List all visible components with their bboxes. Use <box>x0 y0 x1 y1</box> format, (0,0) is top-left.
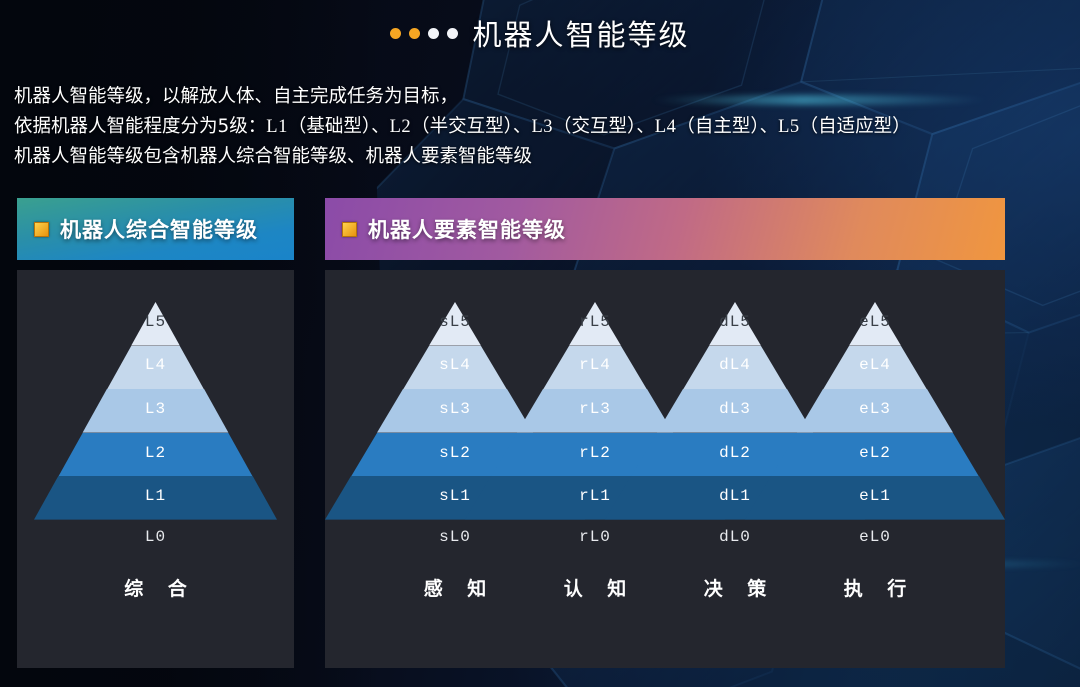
pyramid-band: sL4 <box>325 345 585 390</box>
level-l2: L2 <box>389 117 412 137</box>
pyramid-category-label: 感 知 <box>423 578 496 600</box>
paragraph-line-3: 机器人智能等级包含机器人综合智能等级、机器人要素智能等级 <box>14 146 533 167</box>
pyramid-band: eL2 <box>745 432 1005 477</box>
pyramid-category-label: 决 策 <box>703 578 776 600</box>
level-l2-desc: （半交互型）、 <box>411 116 532 137</box>
level-l5: L5 <box>778 117 800 137</box>
pyramid-base-level-label: rL0 <box>579 528 611 546</box>
pyramid-band: L2 <box>34 432 277 477</box>
intro-paragraph: 机器人智能等级，以解放人体、自主完成任务为目标， 依据机器人智能程度分为5级：L… <box>14 82 1070 172</box>
title-dot-icon <box>409 27 421 39</box>
pyramid-band: dL3 <box>605 389 865 433</box>
slide-title-row: 机器人智能等级 <box>0 10 1080 56</box>
level-l3-desc: （交互型）、 <box>553 116 655 137</box>
square-bullet-icon <box>342 221 357 237</box>
pyramid-band: eL3 <box>745 389 1005 433</box>
pyramid-band-label: L3 <box>144 399 167 418</box>
pyramid-band: rL5 <box>465 302 725 346</box>
pyramid-composite: L5 L4 L3 L2 L1 L0 综 合 <box>34 302 277 600</box>
pyramid-band-label: eL1 <box>859 487 891 506</box>
element-panel-body: sL5 sL4 sL3 sL2 sL1 sL0 感 知 rL5 rL4 rL3 rL2 rL1 rL0… <box>325 270 1005 668</box>
level-l4-desc: （自主型）、 <box>676 116 779 137</box>
level-l5-desc: （自适应型） <box>799 116 911 137</box>
light-streak-decoration <box>650 95 990 105</box>
pyramid-band-label: dL4 <box>719 356 751 375</box>
pyramid-band: eL5 <box>745 302 1005 346</box>
pyramid-band-label: rL3 <box>579 399 611 418</box>
level-l3: L3 <box>531 117 553 137</box>
pyramid-band: sL5 <box>325 302 585 346</box>
pyramid-category-label: 执 行 <box>843 578 916 600</box>
pyramid-band-label: rL4 <box>579 356 611 375</box>
pyramid-band-label: rL2 <box>579 443 611 462</box>
element-panel-header: 机器人要素智能等级 <box>325 198 1005 260</box>
pyramid-band-label: dL2 <box>719 443 751 462</box>
pyramid-band: rL4 <box>465 345 725 390</box>
element-panel-title: 机器人要素智能等级 <box>368 218 566 242</box>
pyramid-band-label: L1 <box>144 487 167 506</box>
pyramid-band-label: eL3 <box>859 399 891 418</box>
pyramid-band-label: rL5 <box>579 312 611 331</box>
pyramid-base-level-label: L0 <box>144 528 167 546</box>
pyramid-execution: eL5 eL4 eL3 eL2 eL1 eL0 执 行 <box>745 302 1005 600</box>
paragraph-line-2-prefix: 依据机器人智能程度分为5级： <box>14 116 267 137</box>
pyramid-base-level-label: dL0 <box>719 528 751 546</box>
pyramid-band: rL3 <box>465 389 725 433</box>
composite-intelligence-panel: 机器人综合智能等级 L5 L4 L3 L2 L1 L0 综 合 <box>17 198 294 668</box>
pyramid-band-label: eL4 <box>859 356 891 375</box>
pyramid-band: L4 <box>34 345 277 390</box>
composite-panel-body: L5 L4 L3 L2 L1 L0 综 合 <box>17 270 294 668</box>
paragraph-line-2: 依据机器人智能程度分为5级：L1（基础型）、L2（半交互型）、L3（交互型）、L… <box>14 112 1070 142</box>
pyramid-base-level-label: eL0 <box>859 528 891 546</box>
title-dot-icon <box>428 27 440 39</box>
level-l4: L4 <box>654 117 677 137</box>
title-dot-icon <box>447 27 459 39</box>
title-dot-icon <box>390 27 402 39</box>
pyramid-band-label: dL1 <box>719 487 751 506</box>
pyramid-band-label: sL3 <box>439 399 471 418</box>
pyramid-band: L1 <box>34 476 277 520</box>
pyramid-band-label: L4 <box>144 356 167 375</box>
pyramid-band-label: L5 <box>144 312 167 331</box>
pyramid-band-label: sL2 <box>439 443 471 462</box>
pyramid-base-level-label: sL0 <box>439 528 471 546</box>
pyramid-band-label: sL4 <box>439 356 471 375</box>
level-l1-desc: （基础型）、 <box>287 116 390 137</box>
element-intelligence-panel: 机器人要素智能等级 sL5 sL4 sL3 sL2 sL1 sL0 感 知 rL5 rL4 rL… <box>325 198 1005 668</box>
pyramid-band: sL3 <box>325 389 585 433</box>
pyramid-perception: sL5 sL4 sL3 sL2 sL1 sL0 感 知 <box>325 302 585 600</box>
pyramid-band: dL4 <box>605 345 865 390</box>
square-bullet-icon <box>34 221 49 237</box>
level-l1: L1 <box>266 117 288 137</box>
paragraph-line-1: 机器人智能等级，以解放人体、自主完成任务为目标， <box>14 86 459 107</box>
pyramid-band-label: eL5 <box>859 312 891 331</box>
pyramid-band: L5 <box>34 302 277 346</box>
pyramid-category-label: 认 知 <box>563 578 636 600</box>
pyramid-band: eL1 <box>745 476 1005 520</box>
pyramid-band: dL5 <box>605 302 865 346</box>
pyramid-band: L3 <box>34 389 277 433</box>
pyramid-band-label: rL1 <box>579 487 611 506</box>
title-dots-decoration <box>390 27 459 39</box>
pyramid-band-label: dL3 <box>719 399 751 418</box>
composite-panel-title: 机器人综合智能等级 <box>60 218 258 242</box>
pyramid-category-label: 综 合 <box>124 578 196 600</box>
composite-panel-header: 机器人综合智能等级 <box>17 198 294 260</box>
pyramid-band-label: sL1 <box>439 487 471 506</box>
pyramid-band-label: L2 <box>144 443 167 462</box>
pyramid-band: eL4 <box>745 345 1005 390</box>
pyramid-band-label: sL5 <box>439 312 471 331</box>
pyramid-band-label: dL5 <box>719 312 751 331</box>
page-title: 机器人智能等级 <box>472 18 690 52</box>
pyramid-band-label: eL2 <box>859 443 891 462</box>
